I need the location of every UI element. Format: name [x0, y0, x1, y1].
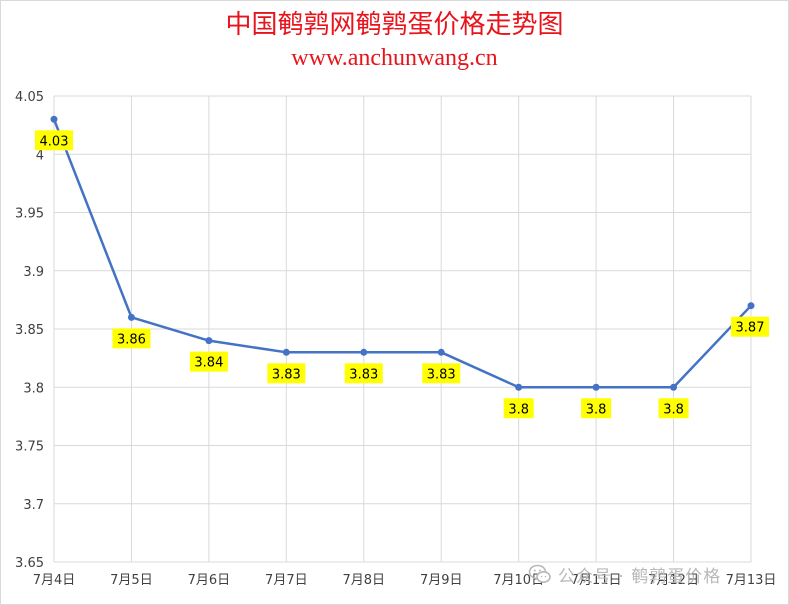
x-tick-label: 7月7日: [265, 573, 308, 588]
chart-subtitle: www.anchunwang.cn: [291, 45, 498, 71]
data-label-bg: [731, 316, 769, 337]
data-label-bg: [422, 363, 461, 384]
x-tick-label: 7月12日: [648, 573, 699, 588]
data-point: [747, 302, 755, 310]
y-tick-label: 4.05: [15, 90, 44, 105]
y-tick-label: 3.85: [15, 323, 44, 338]
data-point: [360, 348, 368, 356]
data-label: 3.84: [194, 356, 223, 371]
x-tick-label: 7月11日: [571, 573, 622, 588]
data-label: 3.8: [663, 402, 684, 417]
data-label-bg: [658, 398, 689, 419]
data-label: 4.03: [40, 134, 69, 149]
data-label: 3.86: [117, 332, 146, 347]
data-point: [282, 348, 290, 356]
x-tick-label: 7月13日: [726, 573, 777, 588]
x-tick-label: 7月5日: [110, 573, 153, 588]
y-tick-label: 4: [36, 148, 44, 163]
data-label-bg: [267, 363, 306, 384]
watermark-text: 公众号 · 鹌鹑蛋价格: [558, 566, 722, 587]
data-point: [592, 383, 600, 391]
data-point: [127, 313, 135, 321]
data-label-bg: [344, 363, 383, 384]
chart-title: 中国鹌鹑网鹌鹑蛋价格走势图: [225, 10, 564, 40]
data-label: 3.8: [508, 402, 529, 417]
data-point: [50, 115, 58, 123]
data-point: [437, 348, 445, 356]
data-label-bg: [189, 351, 228, 372]
data-label: 3.83: [427, 367, 456, 382]
data-label-bg: [503, 398, 534, 419]
data-point: [670, 383, 678, 391]
y-tick-label: 3.8: [23, 381, 44, 396]
data-point: [205, 337, 213, 345]
y-tick-label: 3.9: [23, 265, 44, 280]
data-label: 3.87: [736, 321, 765, 336]
watermark: 公众号 · 鹌鹑蛋价格: [528, 560, 721, 588]
data-label-bg: [112, 328, 151, 349]
x-tick-label: 7月8日: [343, 573, 386, 588]
x-tick-label: 7月6日: [188, 573, 231, 588]
data-label-bg: [35, 130, 73, 151]
data-point: [515, 383, 523, 391]
data-label: 3.83: [349, 367, 378, 382]
x-tick-label: 7月9日: [420, 573, 463, 588]
data-label: 3.83: [272, 367, 301, 382]
y-tick-label: 3.65: [15, 556, 44, 571]
y-tick-label: 3.75: [15, 440, 44, 455]
data-label: 3.8: [586, 402, 607, 417]
series-line: [52, 118, 752, 389]
data-label-bg: [581, 398, 612, 419]
y-tick-label: 3.95: [15, 207, 44, 222]
x-tick-label: 7月4日: [33, 573, 76, 588]
y-tick-label: 3.7: [23, 498, 44, 513]
wechat-icon: [528, 564, 551, 583]
